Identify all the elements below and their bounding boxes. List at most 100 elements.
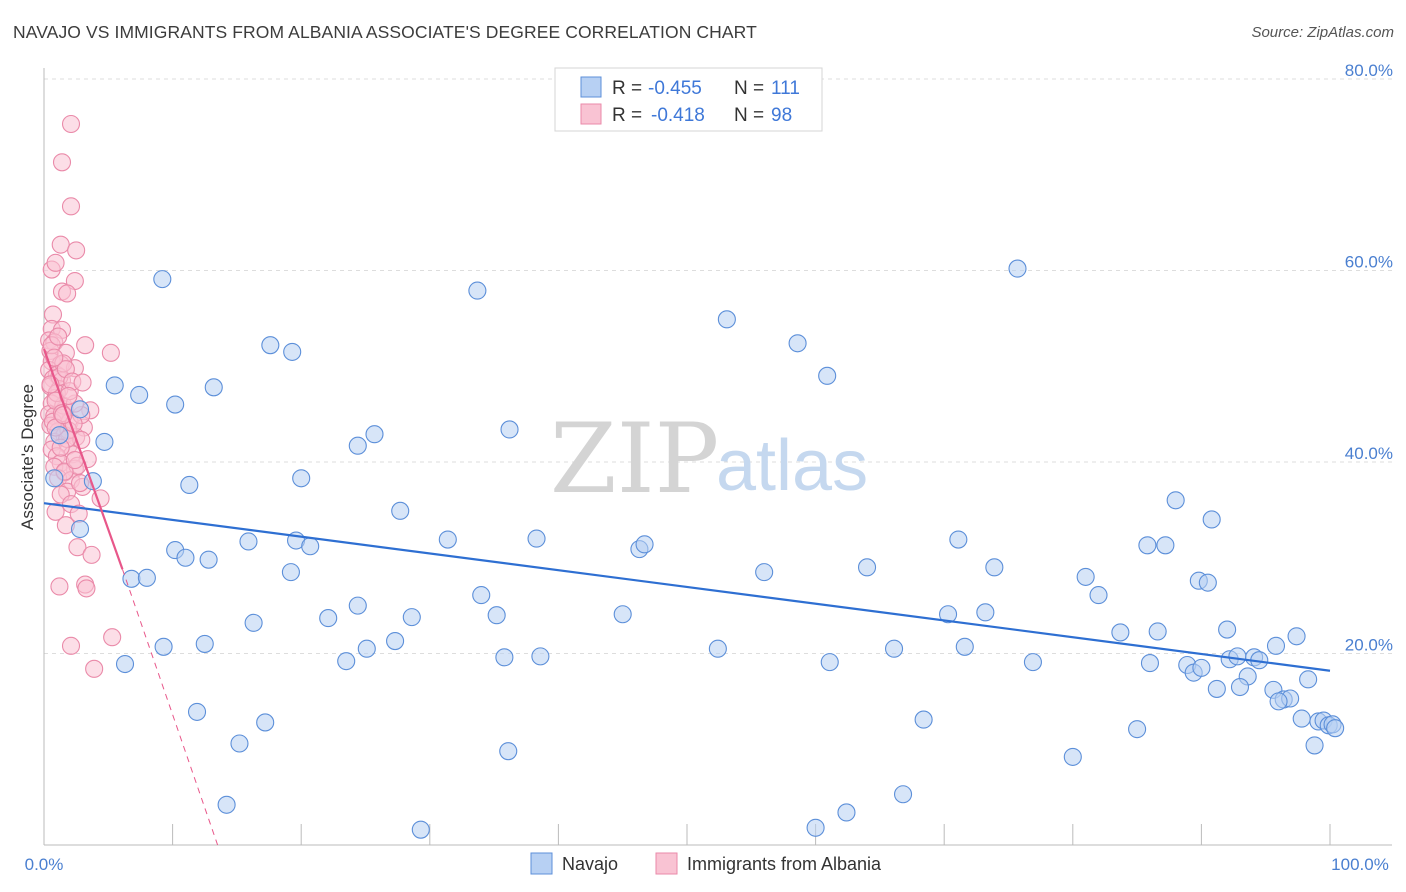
- navajo-point-67: [949, 530, 968, 549]
- navajo-point-15: [176, 548, 195, 567]
- navajo-point-101: [1305, 736, 1324, 755]
- navajo-point-79: [1148, 622, 1167, 641]
- navajo-point-32: [319, 609, 338, 628]
- navajo-point-2: [70, 400, 90, 419]
- navajo-point-7: [130, 385, 149, 405]
- chart-title: NAVAJO VS IMMIGRANTS FROM ALBANIA ASSOCI…: [13, 22, 757, 42]
- navajo-point-98: [1287, 627, 1306, 646]
- bottom-legend-swatch-albania: [655, 852, 678, 875]
- navajo-point-16: [180, 475, 199, 495]
- y-tick-label-80: 80.0%: [1345, 61, 1393, 80]
- series-navajo-points: [45, 259, 1345, 839]
- navajo-point-13: [166, 395, 185, 414]
- legend-swatch-navajo: [580, 76, 602, 98]
- watermark-atlas: atlas: [716, 426, 868, 506]
- stats-legend: R = -0.455 N = 111 R = -0.418 N = 98: [554, 67, 823, 132]
- navajo-point-35: [348, 436, 367, 455]
- trend-lines: [42, 348, 1331, 846]
- series-albania-points: [40, 114, 122, 678]
- navajo-point-74: [1076, 567, 1095, 586]
- albania-point-67: [61, 636, 81, 655]
- navajo-point-85: [1198, 573, 1217, 592]
- navajo-point-10: [137, 568, 156, 587]
- navajo-point-56: [755, 563, 774, 582]
- navajo-point-1: [50, 426, 69, 445]
- legend-n-value-albania: 98: [771, 105, 792, 126]
- navajo-point-51: [613, 605, 632, 624]
- navajo-point-100: [1299, 670, 1318, 689]
- y-tick-label-60: 60.0%: [1345, 253, 1393, 272]
- navajo-point-36: [357, 639, 376, 658]
- legend-r-value-navajo: -0.455: [648, 78, 702, 99]
- navajo-point-24: [244, 613, 263, 632]
- navajo-point-72: [1023, 653, 1042, 672]
- navajo-point-88: [1218, 620, 1237, 639]
- navajo-point-21: [217, 795, 236, 814]
- albania-point-90: [49, 327, 68, 346]
- albania-point-1: [52, 153, 72, 172]
- navajo-point-86: [1202, 510, 1221, 529]
- navajo-point-64: [893, 785, 913, 804]
- navajo-trend-line: [43, 502, 1331, 672]
- albania-point-63: [50, 577, 69, 596]
- navajo-point-11: [153, 270, 172, 289]
- y-axis-label: Associate's Degree: [18, 384, 37, 530]
- navajo-point-57: [788, 334, 807, 353]
- albania-point-18: [101, 343, 120, 362]
- navajo-point-44: [472, 586, 491, 605]
- navajo-point-65: [914, 710, 933, 729]
- navajo-point-63: [884, 639, 904, 658]
- watermark-zip: ZIP: [550, 403, 719, 515]
- navajo-point-30: [292, 469, 311, 488]
- navajo-point-69: [976, 603, 995, 622]
- navajo-point-99: [1292, 709, 1311, 728]
- navajo-point-47: [499, 742, 518, 761]
- navajo-point-61: [837, 803, 856, 822]
- albania-point-0: [61, 114, 81, 134]
- navajo-point-31: [301, 537, 320, 556]
- albania-point-65: [77, 579, 96, 598]
- navajo-point-59: [818, 366, 837, 385]
- y-tick-labels: 20.0% 40.0% 60.0% 80.0%: [1345, 61, 1393, 655]
- albania-point-66: [103, 628, 122, 647]
- navajo-point-106: [1326, 719, 1345, 738]
- navajo-point-6: [105, 376, 124, 395]
- albania-point-88: [45, 348, 64, 367]
- navajo-point-90: [1228, 647, 1247, 666]
- y-tick-label-20: 20.0%: [1345, 636, 1393, 655]
- albania-point-2: [61, 197, 81, 216]
- navajo-point-42: [438, 530, 457, 549]
- navajo-point-95: [1266, 636, 1286, 655]
- legend-r-label-navajo: R =: [612, 78, 642, 99]
- navajo-point-75: [1089, 586, 1108, 605]
- navajo-point-80: [1156, 536, 1175, 555]
- navajo-point-4: [70, 519, 90, 539]
- navajo-point-38: [386, 632, 405, 651]
- albania-point-4: [67, 241, 86, 260]
- albania-point-6: [46, 253, 65, 272]
- navajo-point-73: [1063, 747, 1082, 766]
- legend-r-label-albania: R =: [612, 105, 642, 126]
- navajo-point-110: [1140, 654, 1160, 673]
- navajo-point-34: [348, 596, 367, 615]
- navajo-point-62: [857, 558, 877, 577]
- navajo-point-66: [939, 605, 958, 624]
- navajo-point-81: [1166, 491, 1185, 510]
- legend-n-value-navajo: 111: [771, 78, 800, 99]
- navajo-point-107: [1269, 692, 1288, 711]
- navajo-point-8: [115, 654, 135, 674]
- navajo-point-33: [337, 652, 356, 671]
- legend-n-label-albania: N =: [734, 105, 764, 126]
- navajo-point-108: [1230, 677, 1250, 697]
- series-legend: Navajo Immigrants from Albania: [530, 852, 882, 875]
- navajo-point-78: [1138, 536, 1157, 555]
- navajo-point-12: [154, 637, 173, 656]
- albania-point-68: [85, 659, 104, 678]
- y-tick-label-40: 40.0%: [1345, 444, 1393, 463]
- navajo-point-23: [239, 532, 258, 551]
- navajo-point-58: [806, 818, 825, 837]
- albania-trend-line: [42, 348, 124, 570]
- navajo-point-27: [283, 342, 302, 361]
- gridlines: [44, 78, 1392, 654]
